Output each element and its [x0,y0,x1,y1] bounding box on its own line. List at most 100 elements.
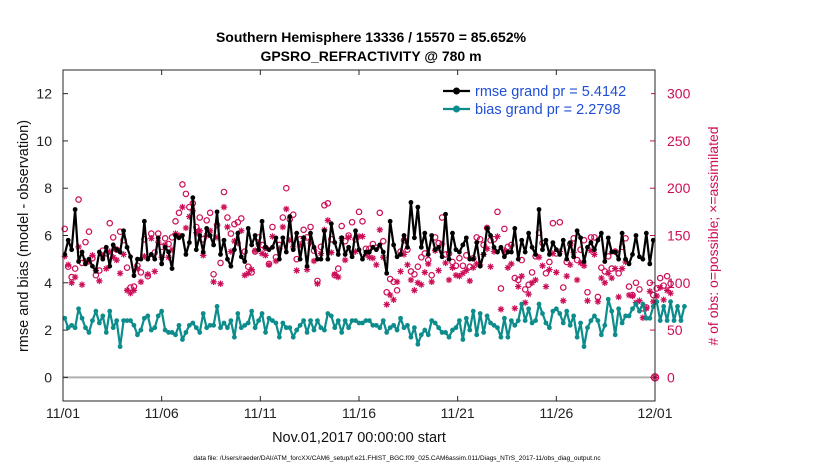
obs-possible-point [549,219,557,227]
rmse-point [297,256,303,262]
rmse-point [519,237,525,243]
obs-assimilated-point [314,280,321,287]
bias-point [585,325,590,331]
bias-point [529,320,535,326]
bias-point [682,304,687,309]
obs-possible-point [598,264,605,271]
obs-assimilated-point [625,291,633,299]
obs-assimilated-point [265,261,273,269]
bias-point [297,322,303,328]
series-group [61,181,687,382]
obs-possible-point [501,225,508,233]
rmse-point [197,233,203,238]
bias-point [180,337,185,342]
bias-point [339,330,345,335]
obs-assimilated-point [272,257,280,265]
obs-assimilated-point [463,267,470,274]
obs-possible-point [414,263,422,271]
rmse-point [290,247,296,253]
y-tick-label-left: 4 [44,275,52,291]
obs-possible-point [321,201,328,209]
obs-assimilated-point [580,262,588,269]
rmse-point [467,256,473,262]
obs-possible-point [317,243,325,251]
rmse-point [141,218,147,224]
bias-point [664,318,670,324]
rmse-point [626,261,632,267]
rmse-point [259,218,265,224]
obs-possible-point [601,268,609,275]
rmse-point [460,242,466,248]
rmse-point [443,211,448,217]
rmse-point [173,233,178,238]
bias-point [245,320,251,326]
y-tick-label-right: 150 [667,228,691,244]
obs-assimilated-point [397,268,404,275]
rmse-point [121,228,126,234]
rmse-point [93,268,99,274]
bias-point [640,301,646,307]
obs-assimilated-point [407,276,415,284]
rmse-point [207,233,213,238]
obs-assimilated-point [521,299,529,306]
bias-point [114,318,120,324]
obs-assimilated-point [328,249,335,256]
bias-point [543,320,549,326]
obs-assimilated-point [511,305,518,312]
ticks-group: 11/01 11/06 11/11 11/16 11/21 11/26 12/01 0 2 4 6 8… [36,70,691,421]
obs-assimilated-point [629,292,636,300]
bias-point [460,337,466,342]
obs-assimilated-point [611,265,619,272]
rmse-point [640,256,646,262]
obs-assimilated-point [286,237,293,244]
rmse-point [169,266,175,271]
bias-point [256,318,262,324]
rmse-point [152,256,158,262]
obs-possible-point [459,262,467,270]
obs-assimilated-point [553,269,560,276]
rmse-point [491,244,497,250]
obs-possible-point [411,270,418,278]
obs-possible-point [334,265,342,272]
bias-point [207,322,213,328]
obs-possible-point [210,270,217,278]
chart-title-line1: Southern Hemisphere 13336 / 15570 = 85.6… [216,29,527,45]
bias-point [657,318,663,324]
obs-assimilated-point [390,296,397,304]
obs-assimilated-point [134,265,141,272]
rmse-point [325,256,331,262]
bias-point [363,318,369,324]
bias-point [557,311,563,316]
obs-assimilated-point [234,239,242,247]
rmse-point [148,252,154,257]
obs-assimilated-point [508,260,515,268]
obs-assimilated-point [227,248,235,255]
obs-assimilated-point [414,279,422,286]
obs-possible-point [224,214,231,221]
obs-possible-point [663,272,671,280]
obs-possible-point [428,271,436,279]
rmse-point [522,249,528,255]
rmse-point [405,244,410,250]
y-tick-label-right: 300 [667,86,691,102]
obs-assimilated-point [459,270,467,277]
bias-point [321,327,327,333]
obs-possible-point [632,279,640,287]
obs-assimilated-point [68,279,75,286]
obs-assimilated-point [168,246,176,253]
rmse-point [69,247,75,253]
obs-possible-point [338,222,345,230]
rmse-point [263,244,268,250]
obs-assimilated-point [435,267,442,274]
bias-point [668,299,673,305]
obs-assimilated-point [123,287,131,294]
obs-assimilated-point [428,278,435,286]
obs-assimilated-point [542,283,550,290]
bias-point [633,301,639,307]
bias-point [553,306,559,312]
bias-point [328,313,334,319]
rmse-point [373,247,379,253]
y-tick-label-left: 2 [44,322,52,338]
obs-possible-point [452,262,460,270]
rmse-point [560,237,566,243]
